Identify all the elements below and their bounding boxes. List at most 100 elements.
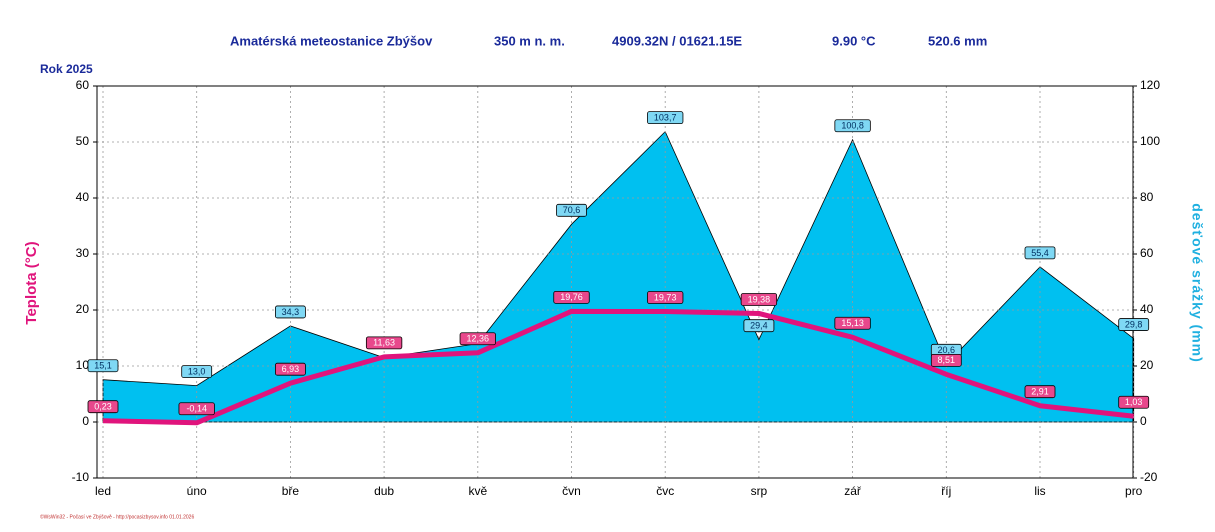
x-tick-label: čvc bbox=[656, 484, 674, 498]
value-label: 8,51 bbox=[930, 353, 962, 367]
value-label-box bbox=[556, 203, 587, 217]
value-label-text: 19,73 bbox=[654, 292, 677, 302]
y-tick-label: 40 bbox=[76, 190, 90, 204]
value-label: 15,1 bbox=[87, 359, 119, 373]
value-label-text: 2,91 bbox=[1031, 387, 1049, 397]
value-label-text: 29,8 bbox=[1125, 319, 1143, 329]
value-label-box bbox=[743, 319, 775, 333]
footer: ©WsWin32 - Počasí ve Zbýšově - http://po… bbox=[40, 513, 194, 520]
value-label: 0,23 bbox=[87, 400, 119, 414]
y-tick-label: 10 bbox=[76, 358, 90, 372]
value-label-text: 6,93 bbox=[282, 364, 300, 374]
value-label-text: 55,4 bbox=[1031, 248, 1049, 258]
annotation: 350 m n. m. bbox=[494, 33, 565, 48]
y2-tick-label: 120 bbox=[1140, 78, 1160, 92]
value-label-box bbox=[740, 293, 778, 306]
y-tick-label: -10 bbox=[72, 470, 90, 484]
value-label-box bbox=[1024, 246, 1056, 260]
value-label-text: 34,3 bbox=[282, 307, 300, 317]
value-label-box bbox=[834, 316, 871, 330]
value-label: 19,76 bbox=[553, 290, 590, 304]
value-label-text: 11,63 bbox=[373, 338, 395, 348]
y2-tick-label: 20 bbox=[1140, 358, 1154, 372]
value-label-box bbox=[365, 336, 403, 350]
value-label: 70,6 bbox=[556, 203, 587, 217]
plot-frame bbox=[96, 85, 1134, 479]
x-tick-label: úno bbox=[187, 484, 207, 498]
x-tick-label: kvě bbox=[468, 484, 487, 498]
y-tick-label: 30 bbox=[76, 246, 90, 260]
value-label-text: 15,1 bbox=[94, 361, 112, 371]
value-label: -0,14 bbox=[178, 402, 215, 416]
value-label-text: 0,23 bbox=[94, 402, 112, 412]
value-label-box bbox=[178, 402, 215, 416]
value-label-box bbox=[834, 119, 871, 133]
y2-tick-label: 80 bbox=[1140, 190, 1154, 204]
value-label-box bbox=[459, 332, 496, 346]
value-label: 34,3 bbox=[274, 305, 306, 319]
value-label-text: 19,76 bbox=[560, 292, 583, 302]
y2-tick-label: 60 bbox=[1140, 246, 1154, 260]
value-label: 12,36 bbox=[459, 332, 496, 346]
value-label-text: -0,14 bbox=[186, 404, 207, 414]
x-tick-label: říj bbox=[941, 484, 951, 498]
x-tick-label: led bbox=[95, 484, 111, 498]
value-label: 13,0 bbox=[181, 365, 213, 379]
x-tick-label: srp bbox=[751, 484, 768, 498]
value-label-box bbox=[87, 400, 119, 414]
value-label: 103,7 bbox=[647, 111, 684, 125]
annotation: 9.90 °C bbox=[832, 33, 876, 48]
x-tick-label: čvn bbox=[562, 484, 581, 498]
subtitle: Rok 2025 bbox=[40, 62, 93, 76]
temperature-line bbox=[102, 308, 1134, 426]
y2-tick-label: -20 bbox=[1140, 470, 1158, 484]
value-label: 19,38 bbox=[740, 293, 778, 306]
value-label-text: 29,4 bbox=[750, 321, 768, 331]
value-label: 1,03 bbox=[1118, 395, 1150, 409]
y2-axis-label: dešťové srážky (mm) bbox=[1189, 203, 1205, 363]
value-label-box bbox=[181, 365, 213, 379]
y2-tick-label: 0 bbox=[1140, 414, 1147, 428]
value-label-box bbox=[930, 353, 962, 367]
value-label: 55,4 bbox=[1024, 246, 1056, 260]
value-label-text: 15,13 bbox=[841, 318, 864, 328]
value-label-text: 70,6 bbox=[563, 205, 581, 215]
value-label-box bbox=[274, 362, 306, 376]
value-label-box bbox=[87, 359, 119, 373]
value-label-box bbox=[1024, 385, 1056, 399]
value-label-text: 19,38 bbox=[748, 294, 771, 304]
value-label-text: 100,8 bbox=[841, 121, 864, 131]
y-axis-label: Teplota (°C) bbox=[23, 241, 40, 324]
value-label-box bbox=[553, 290, 590, 304]
x-tick-label: lis bbox=[1034, 484, 1045, 498]
value-label-box bbox=[647, 111, 684, 125]
y-tick-label: 60 bbox=[76, 78, 90, 92]
value-label-box bbox=[274, 305, 306, 319]
annotation: 4909.32N / 01621.15E bbox=[612, 33, 742, 48]
value-label-text: 8,51 bbox=[938, 355, 956, 365]
value-label-text: 20,6 bbox=[938, 345, 956, 355]
x-tick-label: pro bbox=[1125, 484, 1143, 498]
value-label: 100,8 bbox=[834, 119, 871, 133]
value-label-text: 103,7 bbox=[654, 113, 677, 123]
value-label: 19,73 bbox=[647, 291, 684, 304]
value-label: 11,63 bbox=[365, 336, 403, 350]
x-tick-label: bře bbox=[282, 484, 300, 498]
y-tick-label: 0 bbox=[82, 414, 89, 428]
value-label-box bbox=[647, 291, 684, 304]
value-label-box bbox=[1118, 318, 1150, 331]
value-label-text: 13,0 bbox=[188, 366, 206, 376]
value-label: 29,8 bbox=[1118, 318, 1150, 331]
value-label-text: 12,36 bbox=[467, 334, 490, 344]
value-label: 29,4 bbox=[743, 319, 775, 333]
value-label: 6,93 bbox=[274, 362, 306, 376]
y-tick-label: 20 bbox=[76, 302, 90, 316]
x-tick-label: dub bbox=[374, 484, 394, 498]
y2-tick-label: 100 bbox=[1140, 134, 1160, 148]
y-tick-label: 50 bbox=[76, 134, 90, 148]
value-label-text: 1,03 bbox=[1125, 397, 1143, 407]
value-label: 15,13 bbox=[834, 316, 871, 330]
value-label: 2,91 bbox=[1024, 385, 1056, 399]
y2-tick-label: 40 bbox=[1140, 302, 1154, 316]
